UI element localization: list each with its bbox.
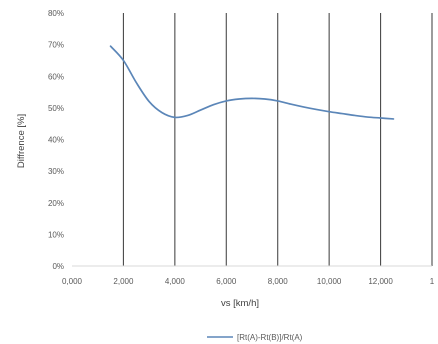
x-axis-ticks: 0,000 2,000 4,000 6,000 8,000 10,000 12,000 1 — [62, 277, 435, 286]
x-tick-label: 0,000 — [62, 277, 83, 286]
x-tick-label: 10,000 — [317, 277, 342, 286]
y-tick-label: 20% — [48, 199, 64, 208]
y-tick-label: 0% — [52, 262, 64, 271]
x-tick-label: 6,000 — [216, 277, 237, 286]
series-line — [109, 45, 395, 120]
y-tick-label: 70% — [48, 41, 64, 50]
legend-label: [Rt(A)-Rt(B)]/Rt(A) — [237, 333, 303, 342]
x-axis-title: vs [km/h] — [221, 298, 259, 309]
y-tick-label: 50% — [48, 104, 64, 113]
x-tick-label: 8,000 — [268, 277, 289, 286]
series-layer — [109, 45, 395, 120]
y-tick-label: 60% — [48, 72, 64, 81]
x-tick-label: 2,000 — [113, 277, 134, 286]
legend: [Rt(A)-Rt(B)]/Rt(A) — [207, 333, 303, 342]
x-tick-label: 12,000 — [368, 277, 393, 286]
gridlines — [72, 13, 433, 267]
y-tick-label: 40% — [48, 136, 64, 145]
y-tick-label: 30% — [48, 167, 64, 176]
y-tick-label: 10% — [48, 230, 64, 239]
x-tick-label: 1 — [430, 277, 435, 286]
x-tick-label: 4,000 — [165, 277, 186, 286]
y-tick-label: 80% — [48, 9, 64, 18]
y-axis-ticks: 0% 10% 20% 30% 40% 50% 60% 70% 80% — [48, 9, 64, 271]
y-axis-title: Diffrence [%] — [16, 114, 27, 168]
